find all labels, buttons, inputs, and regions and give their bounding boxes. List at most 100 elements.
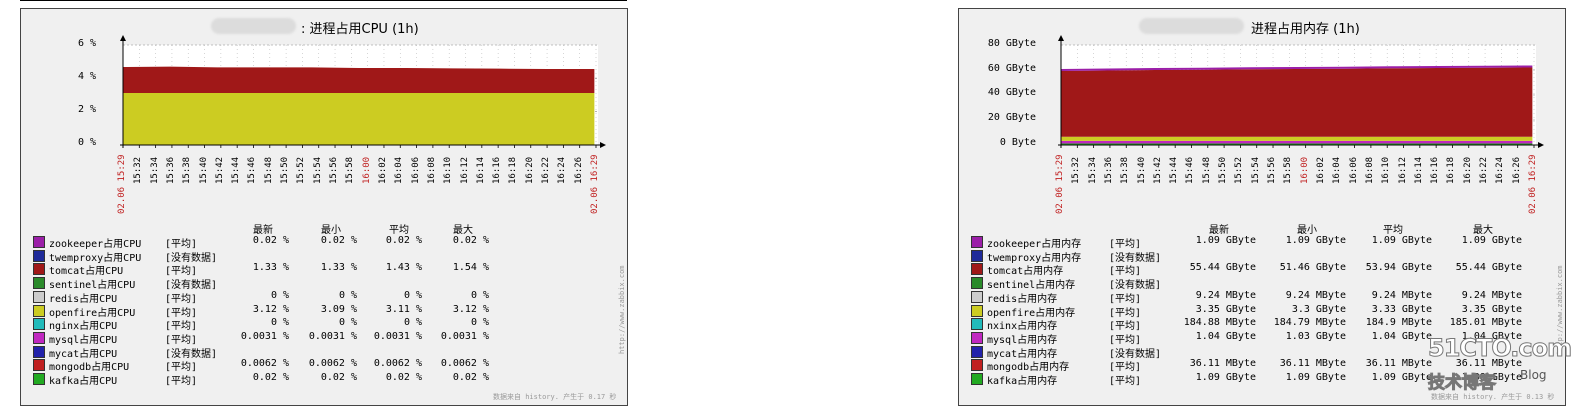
legend-value-avg: 0.0031 %	[373, 330, 422, 342]
x-tick-label: 16:10	[443, 156, 454, 184]
x-tick-label: 15:42	[1152, 156, 1163, 184]
legend-item-function: [没有数据]	[1109, 348, 1162, 360]
x-tick-label: 02.06 15:29	[1055, 154, 1065, 214]
legend-value-min: 36.11 MByte	[1279, 358, 1346, 370]
legend-value-avg: 0 %	[403, 289, 422, 301]
legend-item-function: [平均]	[1109, 321, 1142, 333]
legend-item-function: [平均]	[165, 307, 198, 319]
area-openfire	[123, 93, 595, 145]
memory-graph-panel: 进程占用内存 (1h) 80 GByte 60 GByte 40 GByte 2…	[958, 8, 1566, 406]
legend-row: mongodb占用内存 [平均] 36.11 MByte 36.11 MByte 36.…	[971, 358, 1551, 373]
legend-row: kafka占用CPU [平均] 0.02 % 0.02 % 0.02 % 0.02 %	[33, 372, 613, 387]
legend-item-function: [没有数据]	[1109, 252, 1162, 264]
x-tick-label: 16:12	[1397, 156, 1408, 184]
x-tick-label: 16:08	[1364, 156, 1375, 184]
x-tick-label: 16:24	[1495, 156, 1506, 184]
legend-value-max: 1.09 GByte	[1461, 372, 1522, 383]
x-tick-label: 15:38	[182, 156, 193, 184]
legend-value-last: 0.0062 %	[240, 358, 289, 370]
x-tick-label: 15:54	[1250, 156, 1261, 184]
legend-item-name: nginx占用CPU	[49, 321, 118, 333]
x-tick-label: 02.06 16:29	[590, 154, 600, 214]
legend-item-name: nxinx占用内存	[987, 321, 1058, 333]
y-tick-label: 4 %	[77, 71, 96, 82]
col-header-last: 最新	[1209, 225, 1229, 236]
legend-value-avg: 0.02 %	[385, 235, 422, 246]
legend-value-max: 1.04 GByte	[1461, 330, 1522, 342]
legend-swatch	[971, 304, 983, 317]
y-tick-label: 20 GByte	[987, 112, 1036, 123]
legend-swatch	[33, 249, 45, 262]
x-tick-label: 16:02	[377, 156, 388, 184]
legend-value-max: 3.12 %	[452, 303, 489, 315]
x-tick-label: 16:06	[1348, 156, 1359, 184]
legend-item-name: kafka占用内存	[987, 376, 1058, 387]
legend-item-function: [没有数据]	[165, 348, 218, 360]
legend-row: tomcat占用CPU [平均] 1.33 % 1.33 % 1.43 % 1.54 %	[33, 262, 613, 278]
redacted-hostname	[1139, 18, 1244, 34]
legend-item-function: [平均]	[1109, 334, 1142, 346]
legend-value-max: 0.0031 %	[440, 330, 489, 342]
x-tick-label: 15:36	[1103, 156, 1114, 184]
watermark-blog: 技术博客	[1428, 373, 1497, 394]
x-tick-label: 16:04	[394, 156, 405, 184]
x-tick-label: 16:16	[1430, 156, 1441, 184]
legend-swatch	[33, 373, 45, 385]
legend-value-min: 1.03 GByte	[1285, 330, 1346, 342]
x-tick-label: 15:48	[1201, 156, 1212, 184]
legend-row: mongodb占用CPU [平均] 0.0062 % 0.0062 % 0.0062 %…	[33, 358, 613, 373]
legend-value-max: 55.44 GByte	[1455, 262, 1522, 274]
legend-value-avg: 9.24 MByte	[1371, 289, 1432, 301]
legend-value-avg: 0.0062 %	[373, 358, 422, 370]
top-border-line	[20, 0, 627, 3]
legend-item-function: [平均]	[1109, 293, 1142, 305]
legend-item-name: sentinel占用内存	[987, 280, 1076, 292]
legend-item-name: redis占用内存	[987, 293, 1058, 305]
x-tick-label: 15:56	[329, 156, 340, 184]
legend-value-last: 9.24 MByte	[1195, 289, 1256, 301]
legend-item-function: [没有数据]	[165, 252, 218, 264]
x-axis-arrow	[1538, 142, 1544, 148]
legend-value-avg: 1.43 %	[385, 262, 422, 274]
legend-row: twemproxy占用CPU [没有数据]	[33, 249, 613, 264]
legend-value-min: 0.0062 %	[308, 358, 357, 370]
legend-swatch	[971, 345, 983, 358]
x-tick-label: 15:50	[280, 156, 291, 184]
cpu-graph-panel: : 进程占用CPU (1h) 6 % 4 % 2 % 0 % 02.06 15:…	[20, 8, 628, 406]
col-header-avg: 平均	[1383, 225, 1403, 236]
legend-item-function: [没有数据]	[1109, 280, 1162, 292]
y-tick-label: 0 %	[77, 137, 96, 148]
legend-value-max: 1.09 GByte	[1461, 235, 1522, 246]
legend-swatch	[33, 318, 45, 331]
x-tick-label: 15:52	[1234, 156, 1245, 184]
legend-value-avg: 0 %	[403, 317, 422, 329]
legend-value-avg: 184.9 MByte	[1365, 317, 1432, 329]
memory-plot-area	[1058, 35, 1544, 148]
legend-value-min: 0 %	[338, 317, 357, 329]
x-tick-label: 16:14	[475, 156, 486, 184]
legend-value-max: 0 %	[470, 317, 489, 329]
legend-swatch	[33, 331, 45, 344]
x-tick-label: 15:54	[312, 156, 323, 184]
legend-value-min: 3.3 GByte	[1291, 303, 1346, 315]
legend-item-name: twemproxy占用CPU	[49, 252, 142, 264]
legend-item-name: zookeeper占用内存	[987, 239, 1082, 250]
x-tick-label: 16:18	[1446, 156, 1457, 184]
y-tick-label: 40 GByte	[987, 87, 1036, 98]
x-tick-label: 16:00	[361, 156, 372, 184]
legend-value-last: 36.11 MByte	[1189, 358, 1256, 370]
x-axis-arrow	[600, 142, 606, 148]
watermark-blog-suffix: Blog	[1520, 368, 1547, 382]
legend-value-min: 1.09 GByte	[1285, 372, 1346, 383]
legend-item-name: tomcat占用CPU	[49, 266, 124, 278]
legend-value-max: 0.02 %	[452, 235, 489, 246]
legend-item-name: openfire占用CPU	[49, 307, 136, 319]
legend-value-max: 1.54 %	[452, 262, 489, 274]
x-tick-label: 15:44	[1169, 156, 1180, 184]
x-tick-label: 15:44	[231, 156, 242, 184]
area-kafka	[1061, 143, 1533, 145]
legend-item-function: [平均]	[165, 266, 198, 278]
legend-value-min: 0.02 %	[320, 372, 357, 383]
legend-value-last: 3.35 GByte	[1195, 303, 1256, 315]
legend-value-max: 3.35 GByte	[1461, 303, 1522, 315]
